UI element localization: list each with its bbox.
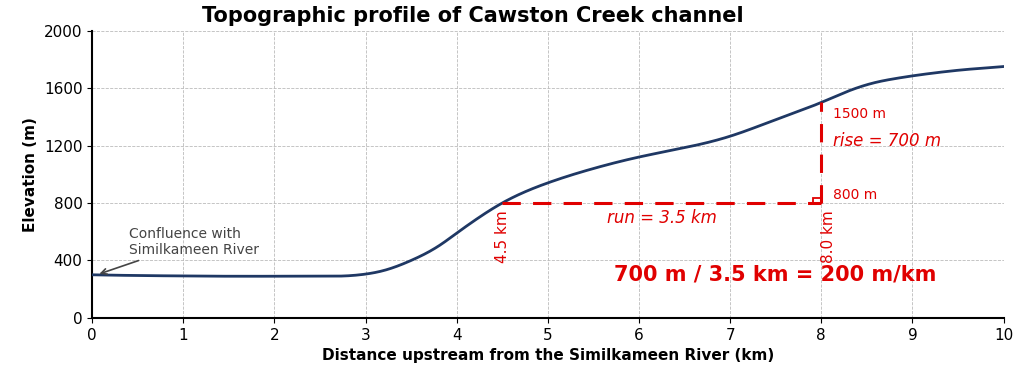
Text: Topographic profile of Cawston Creek channel: Topographic profile of Cawston Creek cha… [202,6,743,26]
Text: 800 m: 800 m [834,188,878,201]
Text: 8.0 km: 8.0 km [821,210,836,263]
X-axis label: Distance upstream from the Similkameen River (km): Distance upstream from the Similkameen R… [322,348,774,363]
Text: rise = 700 m: rise = 700 m [834,132,941,150]
Text: Confluence with
Similkameen River: Confluence with Similkameen River [101,227,259,274]
Y-axis label: Elevation (m): Elevation (m) [24,117,38,232]
Text: 1500 m: 1500 m [834,107,886,121]
Text: 4.5 km: 4.5 km [495,210,510,263]
Bar [813,198,821,203]
Text: run = 3.5 km: run = 3.5 km [607,209,717,227]
Text: 700 m / 3.5 km = 200 m/km: 700 m / 3.5 km = 200 m/km [614,265,937,285]
